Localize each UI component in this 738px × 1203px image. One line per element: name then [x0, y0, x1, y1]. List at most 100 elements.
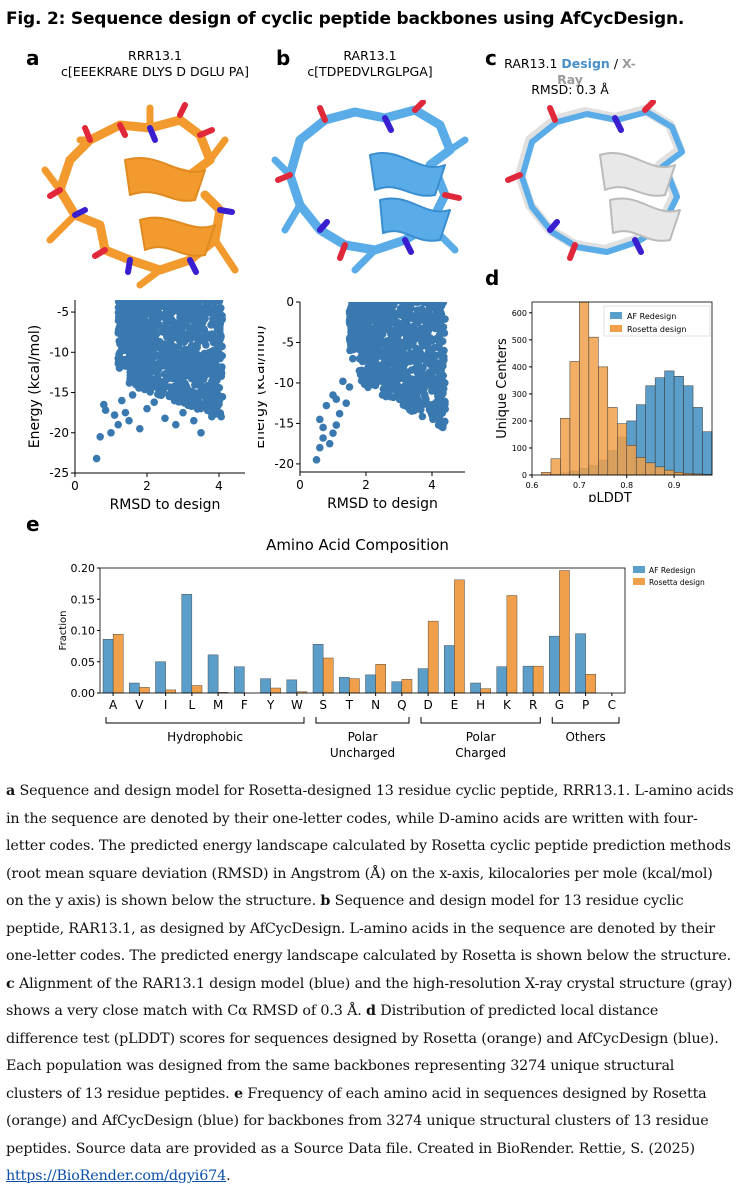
caption-end: .	[226, 1168, 231, 1184]
x-tick-label: 0	[296, 478, 304, 492]
scatter-point	[371, 381, 380, 390]
x-tick-label: T	[345, 698, 354, 712]
scatter-point	[372, 330, 380, 339]
bar	[549, 635, 560, 694]
scatter-point	[135, 292, 143, 298]
scatter-point	[124, 292, 132, 299]
group-label: Hydrophobic	[167, 730, 243, 744]
x-tick-label: 0.7	[573, 481, 586, 490]
scatter-point	[325, 439, 334, 448]
scatter-point	[349, 292, 357, 300]
scatter-point	[117, 356, 125, 364]
scatter-point	[383, 309, 391, 318]
scatter-chart-a: 0 2 4 -5 -10 -15 -20 -25 RMSD to design Energy (k…	[27, 292, 245, 513]
panel-label-e: e	[26, 512, 40, 536]
scatter-point	[405, 294, 413, 302]
plot-frame	[99, 567, 626, 694]
scatter-point	[131, 300, 137, 301]
y-axis-label: Unique Centers	[495, 338, 510, 439]
scatter-point	[180, 292, 188, 299]
scatter-point	[194, 381, 203, 389]
scatter-point	[427, 370, 436, 379]
scatter-point	[378, 294, 386, 302]
hist-bar	[617, 423, 627, 476]
y-tick-label: 300	[512, 390, 527, 399]
scatter-point	[124, 292, 132, 296]
scatter-point	[217, 412, 225, 421]
scatter-point	[195, 356, 204, 364]
hist-bar	[673, 376, 684, 476]
scatter-point	[202, 292, 210, 297]
scatter-point	[213, 345, 221, 353]
scatter-point	[394, 302, 402, 305]
scatter-point	[364, 302, 370, 304]
scatter-point	[373, 292, 381, 299]
scatter-point	[332, 395, 341, 403]
scatter-point	[130, 338, 139, 346]
x-tick-label: N	[371, 698, 380, 712]
scatter-point	[405, 388, 414, 396]
rmsd-label: RMSD: 0.3 Å	[531, 82, 609, 97]
scatter-point	[421, 332, 429, 340]
scatter-point	[191, 371, 199, 380]
scatter-point	[370, 340, 378, 349]
peptide-name-b: RAR13.1	[343, 48, 397, 63]
bar	[532, 665, 544, 694]
scatter-point	[364, 293, 372, 301]
scatter-point	[133, 292, 141, 298]
peptide-sequence-a: c[EEEKRARE DLYS D DGLU PA]	[61, 64, 249, 79]
y-tick-label: -5	[282, 335, 294, 349]
scatter-point	[378, 293, 386, 301]
x-tick-label: D	[424, 698, 433, 712]
scatter-point	[381, 294, 389, 302]
scatter-point	[184, 292, 192, 296]
scatter-point	[216, 317, 225, 325]
legend-entry: Rosetta design	[627, 325, 686, 334]
hist-bar	[635, 457, 646, 476]
scatter-point	[373, 302, 380, 304]
biorender-link[interactable]: https://BioRender.com/dgyi674	[6, 1168, 227, 1184]
scatter-point	[440, 398, 449, 406]
scatter-point	[123, 292, 131, 298]
y-tick-label: -20	[49, 426, 69, 440]
x-tick-label: L	[189, 698, 196, 712]
scatter-point	[197, 428, 205, 437]
scatter-point	[372, 294, 380, 302]
scatter-point	[186, 300, 189, 301]
scatter-point	[209, 292, 217, 296]
group-label: Polar	[348, 730, 378, 744]
scatter-point	[425, 292, 433, 298]
caption-label-c: c	[6, 975, 15, 992]
scatter-point	[433, 310, 442, 318]
y-axis-label: Fraction	[58, 611, 69, 651]
scatter-point	[129, 304, 138, 312]
x-tick-label: 0	[71, 479, 79, 493]
x-axis-label: RMSD to design	[327, 496, 438, 512]
scatter-point	[373, 316, 381, 325]
scatter-point	[128, 311, 136, 320]
scatter-point	[437, 366, 445, 374]
scatter-point	[352, 292, 360, 299]
scatter-point	[432, 407, 440, 416]
scatter-point	[430, 351, 438, 360]
scatter-point	[398, 302, 403, 303]
x-tick-label: 0.9	[668, 481, 681, 490]
scatter-point	[193, 402, 202, 410]
scatter-point	[179, 408, 187, 417]
scatter-point	[316, 415, 324, 424]
scatter-point	[126, 292, 134, 296]
x-tick-label: 2	[362, 478, 370, 492]
scatter-point	[200, 292, 208, 296]
scatter-point	[142, 376, 151, 384]
scatter-point	[212, 375, 220, 384]
scatter-point	[148, 383, 157, 391]
bar	[575, 633, 586, 694]
scatter-point	[158, 381, 167, 389]
scatter-point	[367, 356, 376, 364]
scatter-point	[319, 434, 327, 442]
hist-bar	[645, 385, 656, 476]
scatter-point	[438, 382, 447, 391]
scatter-point	[204, 292, 212, 298]
y-tick-label: 600	[512, 309, 527, 318]
scatter-point	[437, 374, 445, 382]
